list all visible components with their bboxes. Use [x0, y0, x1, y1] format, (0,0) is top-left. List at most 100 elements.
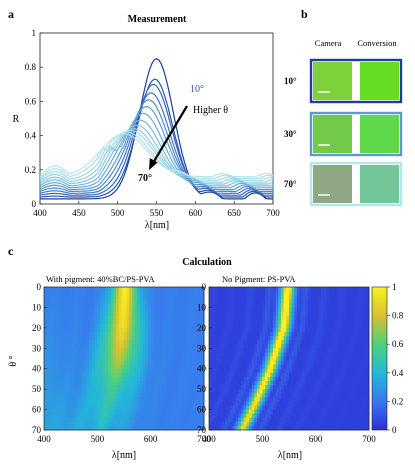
heat-cell: [158, 348, 162, 353]
heat-cell: [94, 405, 98, 410]
heat-cell: [52, 319, 56, 325]
heat-cell: [225, 327, 229, 333]
heat-cell: [305, 413, 309, 419]
heat-cell: [172, 405, 176, 410]
heat-cell: [318, 323, 322, 329]
heat-cell: [270, 372, 274, 378]
heat-cell: [273, 344, 277, 349]
heat-cell: [196, 401, 200, 406]
heat-cell: [49, 323, 53, 329]
heat-cell: [259, 356, 263, 361]
heat-cell: [49, 344, 53, 349]
heat-cell: [52, 344, 56, 349]
heat-cell: [347, 397, 351, 402]
heat-cell: [156, 311, 160, 316]
heat-cell: [230, 405, 234, 410]
heat-cell: [262, 385, 266, 390]
heat-cell: [89, 393, 93, 398]
heat-cell: [166, 344, 170, 349]
heat-cell: [150, 352, 154, 357]
heat-cell: [299, 340, 303, 345]
heat-cell: [134, 389, 138, 394]
heat-cell: [54, 372, 58, 378]
heat-cell: [353, 295, 357, 300]
heat-cell: [137, 307, 141, 312]
colorbar: [371, 286, 388, 431]
heat-cell: [310, 295, 314, 300]
heat-cell: [108, 389, 112, 394]
heat-cell: [235, 360, 239, 366]
heat-cell: [235, 336, 239, 341]
heat-cell: [246, 356, 250, 361]
heat-cell: [286, 356, 290, 361]
heat-cell: [108, 360, 112, 366]
heat-cell: [217, 323, 221, 329]
heat-cell: [54, 425, 58, 431]
heat-cell: [198, 323, 202, 329]
heat-cell: [251, 372, 255, 378]
heat-cell: [342, 344, 346, 349]
heat-cell: [161, 327, 165, 333]
heat-cell: [126, 311, 130, 316]
heat-cell: [249, 307, 253, 312]
heat-cell: [185, 397, 189, 402]
heat-cell: [97, 385, 101, 390]
heat-cell: [209, 364, 213, 370]
heat-cell: [222, 401, 226, 406]
heat-cell: [132, 352, 136, 357]
heat-cell: [140, 356, 144, 361]
heat-cell: [363, 287, 367, 292]
heat-cell: [129, 303, 133, 308]
heat-cell: [329, 425, 333, 431]
heat-cell: [262, 409, 266, 415]
heat-cell: [185, 299, 189, 304]
heat-cell: [198, 299, 202, 304]
heat-cell: [65, 299, 69, 304]
heat-cell: [62, 291, 66, 296]
heat-cell: [137, 299, 141, 304]
heat-cell: [355, 368, 359, 374]
heat-cell: [315, 348, 319, 353]
heat-cell: [164, 364, 168, 370]
heat-cell: [70, 385, 74, 390]
heat-cell: [68, 303, 72, 308]
heat-cell: [124, 425, 128, 431]
heat-cell: [305, 295, 309, 300]
heat-cell: [142, 421, 146, 427]
heat-cell: [57, 295, 61, 300]
heat-cell: [363, 356, 367, 361]
heat-cell: [196, 385, 200, 390]
heat-cell: [140, 352, 144, 357]
heat-cell: [321, 295, 325, 300]
heat-cell: [76, 389, 80, 394]
series-line-30: [40, 99, 273, 193]
heat-cell: [182, 295, 186, 300]
heatmap-left-title: With pigment: 40%BC/PS-PVA: [46, 274, 155, 284]
heat-cell: [225, 401, 229, 406]
heat-cell: [169, 323, 173, 329]
heat-cell: [329, 340, 333, 345]
heat-cell: [257, 323, 261, 329]
heat-cell: [156, 413, 160, 419]
heat-cell: [108, 331, 112, 337]
heat-cell: [257, 331, 261, 337]
heat-cell: [148, 315, 152, 321]
heat-cell: [342, 311, 346, 316]
heat-cell: [331, 393, 335, 398]
heat-cell: [166, 389, 170, 394]
heat-cell: [294, 421, 298, 427]
heat-cell: [361, 385, 365, 390]
heat-cell: [363, 307, 367, 312]
heat-cell: [233, 303, 237, 308]
heat-cell: [326, 331, 330, 337]
heat-cell: [211, 331, 215, 337]
heat-cell: [76, 340, 80, 345]
heat-cell: [366, 421, 370, 427]
heat-cell: [110, 360, 114, 366]
heat-cell: [46, 287, 50, 292]
heat-cell: [134, 376, 138, 382]
heat-cell: [259, 405, 263, 410]
heat-cell: [177, 397, 181, 402]
heat-cell: [217, 331, 221, 337]
heat-cell: [44, 360, 48, 366]
